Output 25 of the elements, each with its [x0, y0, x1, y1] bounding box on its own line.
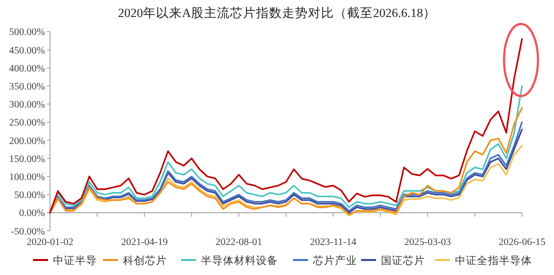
y-tick-label: 50.00%: [14, 190, 45, 202]
y-tick-label: 300.00%: [9, 100, 45, 111]
legend-label: 国证芯片: [381, 254, 425, 267]
legend-label: 半导体材料设备: [201, 254, 278, 267]
x-tick-label: 2023-11-14: [310, 237, 356, 248]
x-tick-label: 2022-08-01: [215, 237, 262, 248]
x-tick-label: 2026-06-15: [498, 237, 546, 248]
y-tick-label: 400.00%: [9, 63, 45, 74]
x-tick-label: 2025-03-03: [404, 237, 451, 248]
y-tick-label: 500.00%: [9, 27, 45, 38]
y-tick-label: 450.00%: [9, 45, 45, 56]
legend-label: 科创芯片: [123, 254, 167, 267]
legend-label: 中证全指半导体: [455, 254, 532, 267]
y-tick-label: 150.00%: [9, 154, 45, 165]
y-tick-label: 250.00%: [9, 118, 45, 129]
x-tick-label: 2021-04-19: [121, 237, 168, 248]
y-tick-label: 100.00%: [9, 172, 45, 183]
y-tick-label: 0.00%: [19, 208, 45, 220]
y-tick-label: 200.00%: [9, 136, 45, 147]
y-tick-label: 350.00%: [9, 82, 45, 92]
legend-label: 中证半导: [53, 254, 97, 267]
y-tick-label: -50.00%: [10, 226, 45, 238]
x-tick-label: 2020-01-02: [26, 237, 74, 248]
legend-label: 芯片产业: [312, 254, 357, 267]
chart-title: 2020年以来A股主流芯片指数走势对比（截至2026.6.18）: [118, 5, 436, 20]
